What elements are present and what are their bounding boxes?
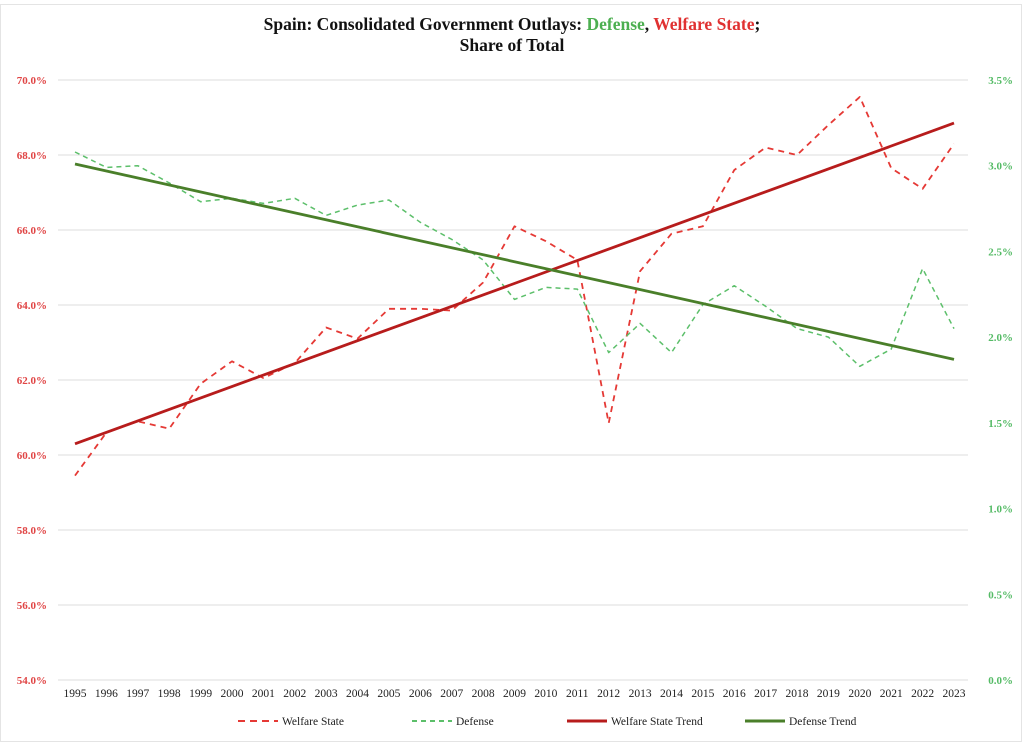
title-line-2: Share of Total	[459, 35, 565, 55]
left-tick-label: 64.0%	[17, 300, 47, 312]
title-defense: Defense	[586, 14, 645, 34]
x-tick-label: 2007	[440, 688, 463, 700]
x-tick-label: 2001	[252, 688, 275, 700]
x-tick-label: 2018	[786, 688, 809, 700]
title-suffix: ;	[754, 14, 761, 34]
x-tick-label: 2004	[346, 688, 369, 700]
left-axis: 54.0% 56.0% 58.0% 60.0% 62.0% 64.0% 66.0% 68.0%…	[17, 75, 47, 687]
welfare-state-trend-line	[74, 121, 955, 446]
right-tick-label: 3.0%	[988, 161, 1013, 173]
x-tick-label: 2015	[691, 688, 714, 700]
right-tick-label: 1.0%	[988, 504, 1013, 516]
chart-title: Spain: Consolidated Government Outlays: …	[0, 14, 1024, 56]
legend-label-defense: Defense	[456, 716, 494, 728]
welfare-state-line	[74, 96, 955, 477]
right-tick-label: 0.0%	[988, 675, 1013, 687]
x-tick-label: 2000	[220, 688, 243, 700]
right-tick-label: 2.5%	[988, 246, 1013, 258]
x-tick-label: 2013	[629, 688, 652, 700]
right-axis: 0.0% 0.5% 1.0% 1.5% 2.0% 2.5% 3.0% 3.5%	[988, 75, 1013, 687]
right-tick-label: 1.5%	[988, 418, 1013, 430]
x-tick-label: 1999	[189, 688, 212, 700]
x-tick-label: 2019	[817, 688, 840, 700]
x-tick-label: 2009	[503, 688, 526, 700]
x-tick-label: 2016	[723, 688, 746, 700]
x-tick-label: 2011	[566, 688, 589, 700]
x-tick-label: 2017	[754, 688, 777, 700]
title-welfare: Welfare State	[653, 14, 755, 34]
x-tick-label: 2002	[283, 688, 306, 700]
legend-label-welfare-state-trend: Welfare State Trend	[611, 716, 703, 728]
x-tick-label: 2023	[943, 688, 966, 700]
x-tick-label: 2022	[911, 688, 934, 700]
right-tick-label: 3.5%	[988, 75, 1013, 87]
legend-label-defense-trend: Defense Trend	[789, 716, 857, 728]
left-tick-label: 62.0%	[17, 375, 47, 387]
x-tick-label: 2010	[534, 688, 557, 700]
x-tick-label: 1997	[126, 688, 149, 700]
title-sep: ,	[644, 14, 654, 34]
left-tick-label: 56.0%	[17, 600, 47, 612]
defense-trend-line	[74, 162, 955, 361]
left-tick-label: 60.0%	[17, 450, 47, 462]
x-tick-label: 2008	[472, 688, 495, 700]
x-tick-label: 2020	[848, 688, 871, 700]
series-lines	[74, 96, 955, 477]
x-tick-label: 2021	[880, 688, 903, 700]
x-tick-label: 1996	[95, 688, 118, 700]
x-tick-label: 2006	[409, 688, 432, 700]
left-tick-label: 58.0%	[17, 525, 47, 537]
right-tick-label: 0.5%	[988, 589, 1013, 601]
left-tick-label: 66.0%	[17, 225, 47, 237]
x-tick-label: 1995	[64, 688, 87, 700]
chart-frame	[0, 4, 1022, 742]
title-line-1: Spain: Consolidated Government Outlays: …	[0, 14, 1024, 35]
left-tick-label: 68.0%	[17, 150, 47, 162]
left-tick-label: 54.0%	[17, 675, 47, 687]
x-tick-label: 2005	[377, 688, 400, 700]
x-tick-label: 1998	[158, 688, 181, 700]
x-tick-label: 2012	[597, 688, 620, 700]
legend: Welfare State Defense Welfare State Trend D…	[238, 716, 857, 728]
legend-label-welfare-state: Welfare State	[282, 716, 344, 728]
x-tick-label: 2003	[315, 688, 338, 700]
title-prefix: Spain: Consolidated Government Outlays:	[263, 14, 587, 34]
left-tick-label: 70.0%	[17, 75, 47, 87]
x-tick-label: 2014	[660, 688, 683, 700]
defense-line	[74, 151, 955, 368]
right-tick-label: 2.0%	[988, 332, 1013, 344]
x-axis: 1995 1996 1997 1998 1999 2000 2001 2002 2003 2004…	[64, 688, 966, 700]
gridlines	[58, 79, 968, 681]
